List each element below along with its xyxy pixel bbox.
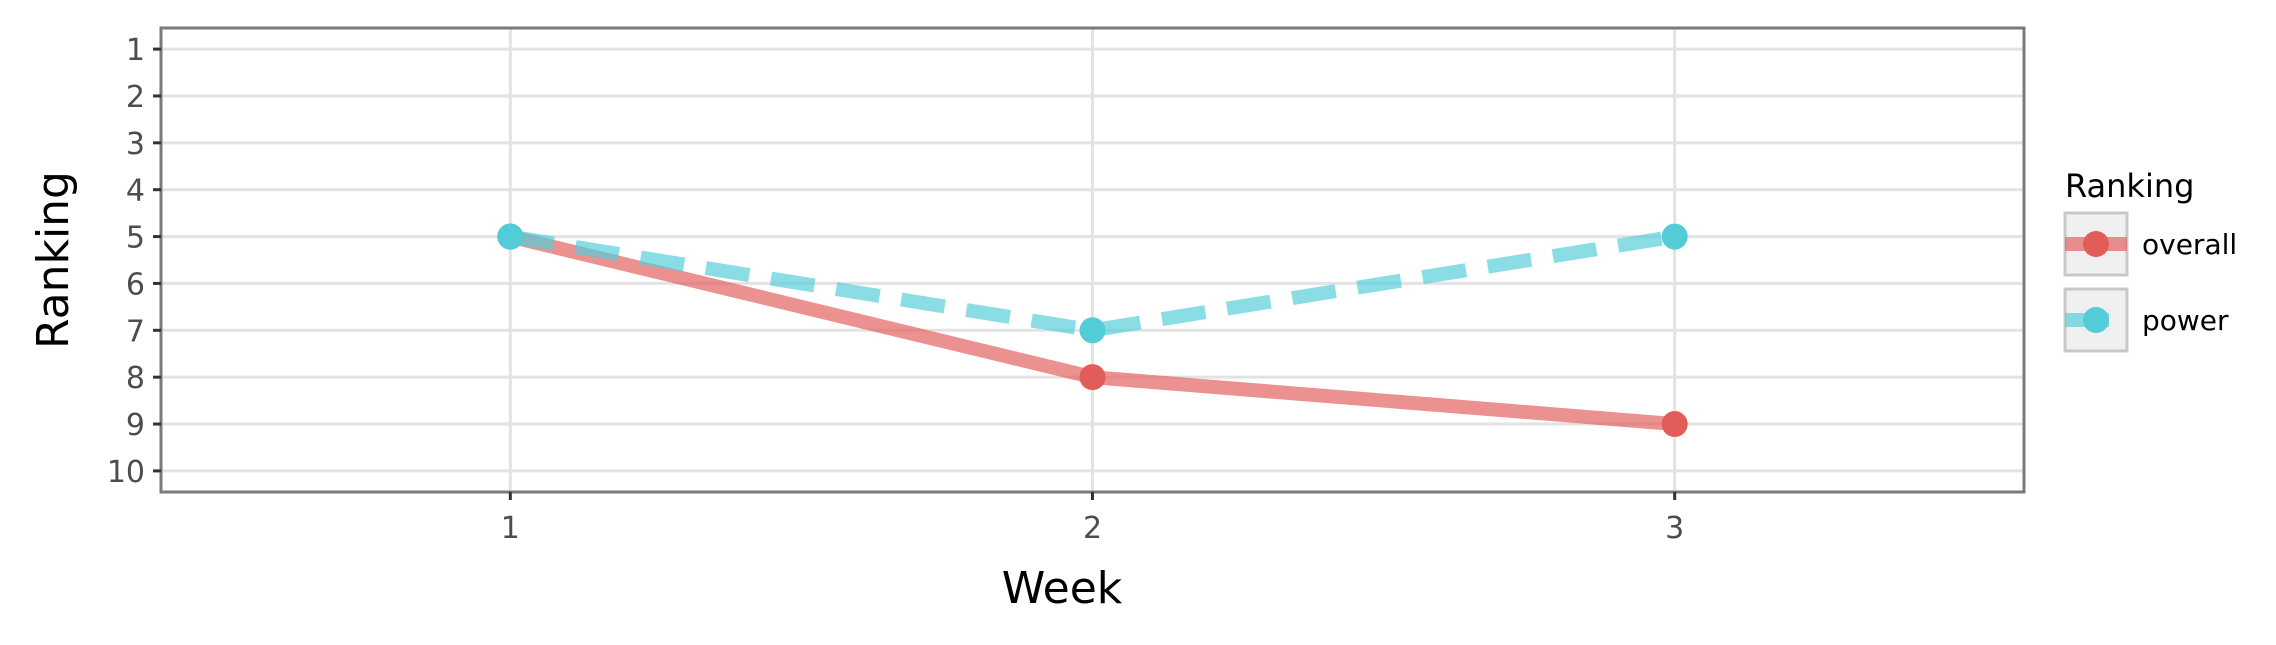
data-point-power	[1079, 317, 1106, 344]
y-tick-label: 3	[126, 127, 145, 162]
x-tick-label: 3	[1665, 511, 1684, 546]
legend-label-power: power	[2142, 304, 2229, 337]
legend-marker-overall	[2083, 231, 2109, 257]
y-tick-label: 1	[126, 33, 145, 68]
y-tick-label: 8	[126, 361, 145, 396]
data-point-overall	[1079, 364, 1106, 391]
y-tick-label: 6	[126, 267, 145, 302]
y-tick-label: 9	[126, 408, 145, 443]
y-tick-label: 10	[107, 455, 145, 490]
grid	[161, 28, 2024, 492]
x-axis-title: Week	[1002, 563, 1123, 614]
y-axis-ticks: 1 2 3 4 5 6 7 8 9 10	[107, 33, 161, 490]
legend-marker-power	[2083, 307, 2109, 333]
series-points	[497, 223, 1688, 438]
legend: Ranking overall power	[2063, 167, 2237, 353]
y-tick-label: 2	[126, 80, 145, 115]
legend-label-overall: overall	[2142, 228, 2237, 261]
y-tick-label: 7	[126, 314, 145, 349]
data-point-power	[1661, 223, 1688, 250]
x-tick-label: 2	[1083, 511, 1102, 546]
y-axis-title: Ranking	[28, 171, 79, 349]
y-tick-label: 4	[126, 174, 145, 209]
data-point-overall	[1661, 411, 1688, 438]
y-tick-label: 5	[126, 221, 145, 256]
legend-title: Ranking	[2065, 167, 2194, 205]
x-axis-ticks: 1 2 3	[501, 492, 1684, 546]
x-tick-label: 1	[501, 511, 520, 546]
data-point-power	[497, 223, 524, 250]
